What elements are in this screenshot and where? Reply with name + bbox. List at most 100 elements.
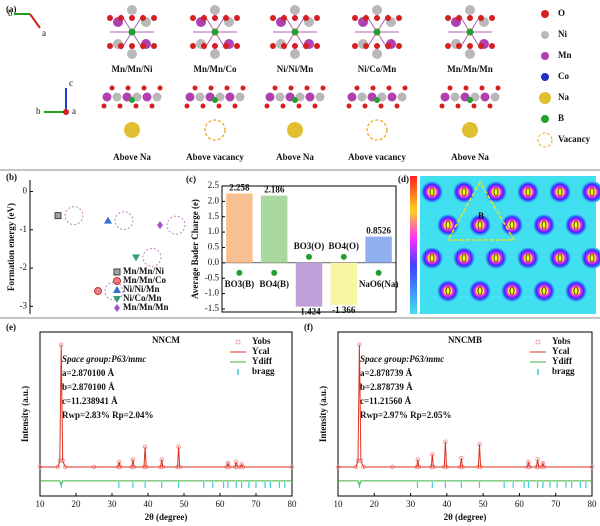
line [338,344,592,468]
atom [141,85,147,91]
atom [142,92,152,102]
atom [456,15,462,21]
atom [303,43,309,49]
atom [387,92,397,102]
legend-swatch [537,132,553,148]
atom [210,49,220,59]
atom [225,92,235,102]
legend-marker [114,304,120,312]
site-label: Above vacancy [348,152,406,162]
atom [397,92,407,102]
atom [102,92,112,102]
atom [201,43,207,49]
molecule-icon [340,253,347,260]
legend-swatch [541,10,549,18]
axis-name: c [69,78,73,88]
legend-label: Ycal [552,346,570,356]
atom [232,103,238,109]
charge-core [445,286,451,296]
annotation: Rwp=2.83% Rp=2.04% [62,410,154,420]
legend-label: Na [558,92,569,102]
x-tick-label: 50 [180,499,190,509]
charge-core [525,253,531,263]
molecule-icon [271,269,278,276]
axis-name: b [8,8,13,18]
y-tick-label: 0 [23,186,28,196]
legend-marker [113,268,121,276]
annotation: a=2.878739 Å [360,368,413,378]
annotation: b=2.878739 Å [360,382,413,392]
atom [315,92,325,102]
atom [133,103,139,109]
atom [157,85,163,91]
bar [365,236,392,263]
atom [265,92,275,102]
y-tick-label: -2 [20,262,28,272]
atom [101,103,107,109]
y-tick-label: 0.5 [208,242,220,252]
x-tick-label: 40 [442,499,452,509]
y-axis-label: Intensity (a.u.) [318,386,328,442]
x-tick-label: 10 [36,499,46,509]
atom [466,28,474,36]
annotation: c=11.238941 Å [62,396,118,406]
atom [347,92,357,102]
atom [363,15,369,21]
atom [281,15,287,21]
atom [467,97,473,103]
atom [192,85,198,91]
atom [445,15,451,21]
category-label: BO3(B) [225,279,255,289]
plot-frame [337,331,593,497]
charge-spot [517,247,539,269]
structure-icon [64,206,84,226]
atom [129,97,135,103]
structure-icon [104,281,124,301]
structure-icon [114,211,134,231]
atom [270,15,276,21]
charge-core [541,220,547,230]
legend-label: O [558,8,565,18]
axis-name: b [36,106,41,116]
molecule-icon [306,253,312,260]
atom [129,15,135,21]
category-label: BO3(O) [294,241,325,251]
legend-swatch [541,52,549,60]
atom [362,103,368,109]
bar [295,262,323,307]
charge-spot [533,280,555,302]
annotation: Space group:P63/mmc [360,354,444,364]
line [338,480,592,488]
molecule-icon [236,269,243,276]
y-tick-label: -3 [20,300,28,310]
atom [234,15,240,21]
atom [363,43,369,49]
atom [314,15,320,21]
x-axis-label: 2θ (degree) [444,512,487,522]
atom [480,92,490,102]
atom [152,92,162,102]
charge-core [493,187,499,197]
charge-spot [485,181,507,203]
y-tick-label: -1.5 [205,303,220,313]
legend-swatch [541,73,549,81]
site-label: Above Na [276,152,314,162]
site-label: B [478,211,484,221]
atom [216,103,222,109]
charge-core [557,253,563,263]
atom [374,43,380,49]
chart-title: NNCM [152,335,180,345]
charge-spot [421,181,443,203]
atom [478,43,484,49]
atom [439,103,445,109]
atom [305,92,315,102]
obs-point [239,462,244,467]
atom [462,122,478,138]
atom [352,43,358,49]
legend-label: Ycal [252,346,270,356]
atom [346,103,352,109]
charge-core [429,187,435,197]
x-tick-label: 20 [370,499,380,509]
bar [226,193,253,263]
